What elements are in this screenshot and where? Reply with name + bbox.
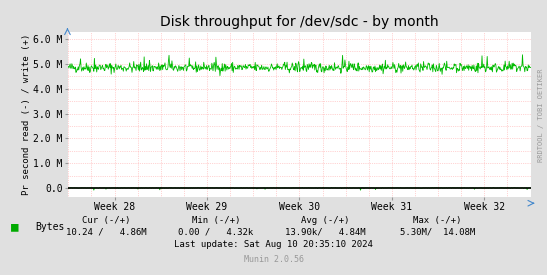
Y-axis label: Pr second read (-) / write (+): Pr second read (-) / write (+) xyxy=(22,34,31,195)
Text: Munin 2.0.56: Munin 2.0.56 xyxy=(243,255,304,264)
Text: Bytes: Bytes xyxy=(36,222,65,232)
Text: 10.24 /   4.86M: 10.24 / 4.86M xyxy=(66,228,147,237)
Text: 5.30M/  14.08M: 5.30M/ 14.08M xyxy=(400,228,475,237)
Text: Min (-/+): Min (-/+) xyxy=(192,216,240,225)
Text: 13.90k/   4.84M: 13.90k/ 4.84M xyxy=(285,228,366,237)
Text: Cur (-/+): Cur (-/+) xyxy=(83,216,131,225)
Text: RRDTOOL / TOBI OETIKER: RRDTOOL / TOBI OETIKER xyxy=(538,69,544,162)
Title: Disk throughput for /dev/sdc - by month: Disk throughput for /dev/sdc - by month xyxy=(160,15,439,29)
Text: Avg (-/+): Avg (-/+) xyxy=(301,216,350,225)
Text: Last update: Sat Aug 10 20:35:10 2024: Last update: Sat Aug 10 20:35:10 2024 xyxy=(174,240,373,249)
Text: Max (-/+): Max (-/+) xyxy=(414,216,462,225)
Text: ■: ■ xyxy=(11,220,19,233)
Text: 0.00 /   4.32k: 0.00 / 4.32k xyxy=(178,228,254,237)
